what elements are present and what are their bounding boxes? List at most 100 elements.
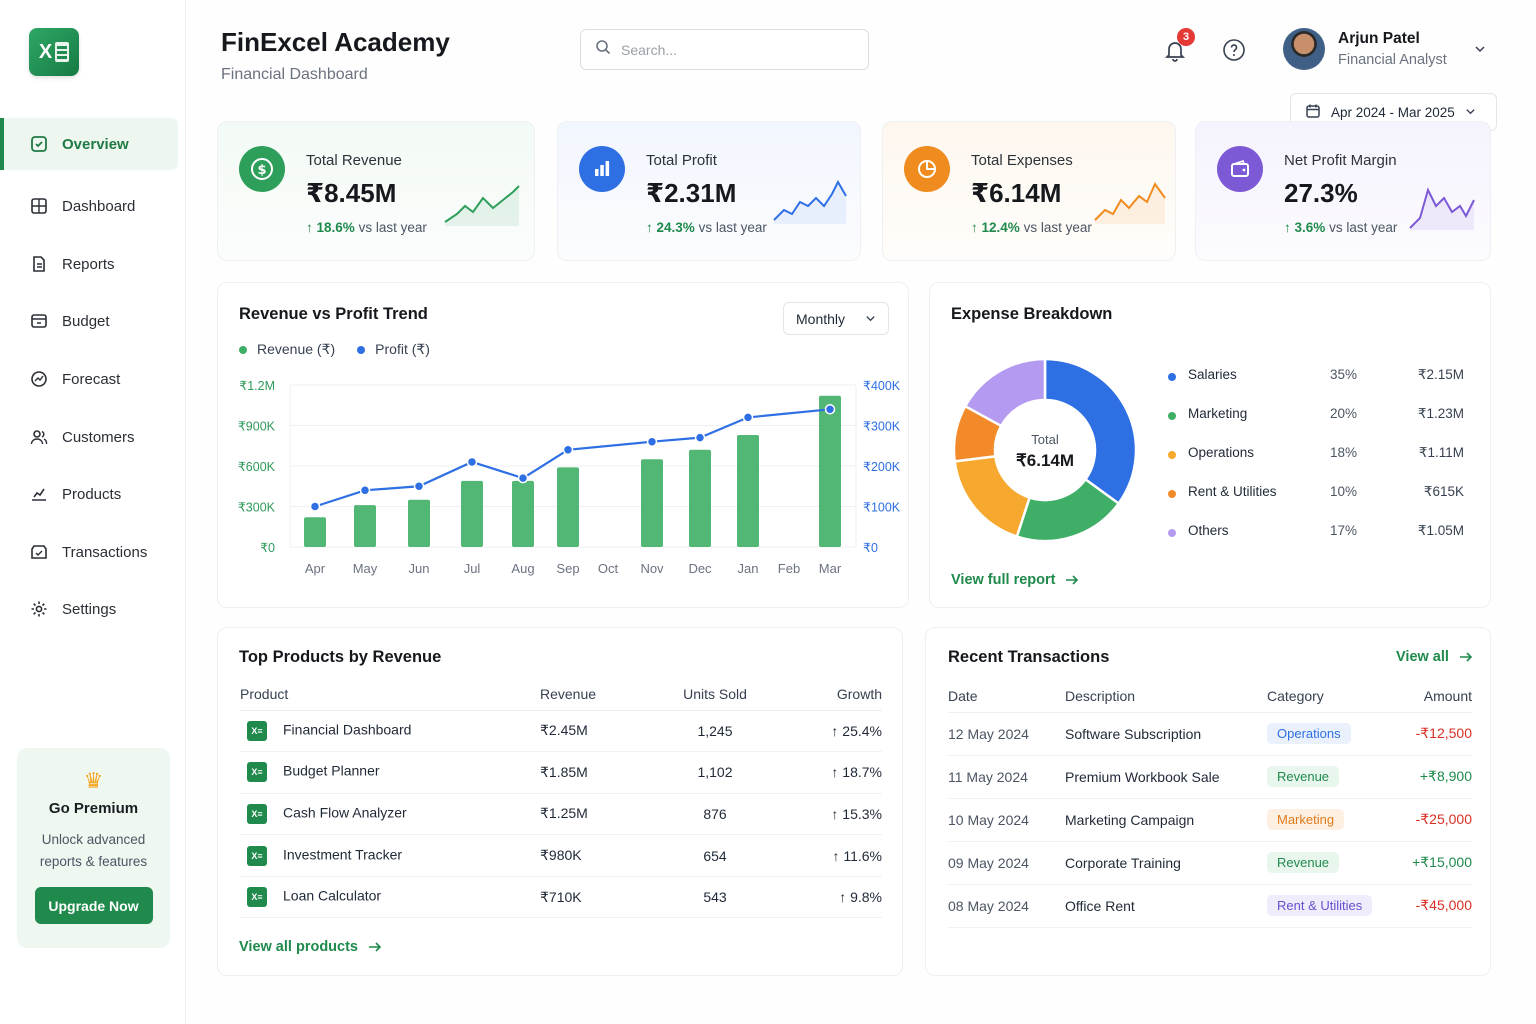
- sidebar-item-transactions[interactable]: Transactions: [0, 526, 178, 578]
- revenue-bar[interactable]: [461, 480, 483, 547]
- sidebar-item-label: Dashboard: [62, 197, 136, 215]
- upgrade-now-button[interactable]: Upgrade Now: [34, 887, 153, 924]
- chevron-down-icon[interactable]: [1474, 42, 1486, 60]
- legend-item[interactable]: Operations 18% ₹1.11M: [1168, 445, 1468, 465]
- top-products-panel: Top Products by Revenue Product Revenue …: [217, 627, 903, 976]
- kpi-card-total-revenue[interactable]: $ Total Revenue ₹8.45M ↑ 18.6% vs last y…: [217, 121, 535, 261]
- table-row[interactable]: 08 May 2024 Office Rent Rent & Utilities -₹…: [948, 884, 1472, 928]
- arrow-right-icon: [1459, 652, 1473, 662]
- chart-legend: Revenue (₹) Profit (₹): [239, 341, 430, 358]
- table-row[interactable]: X≡ Financial Dashboard ₹2.45M 1,245 ↑ 25.4%: [240, 710, 882, 753]
- period-select[interactable]: Monthly: [783, 302, 889, 335]
- category-chip[interactable]: Revenue: [1267, 766, 1340, 787]
- legend-name: Marketing: [1188, 406, 1248, 421]
- kpi-card-net-profit-margin[interactable]: Net Profit Margin 27.3% ↑ 3.6% vs last y…: [1195, 121, 1491, 261]
- category-chip[interactable]: Operations: [1267, 723, 1351, 744]
- legend-item[interactable]: Others 17% ₹1.05M: [1168, 523, 1468, 543]
- table-row[interactable]: 11 May 2024 Premium Workbook Sale Revenue +…: [948, 755, 1472, 799]
- table-row[interactable]: X≡ Investment Tracker ₹980K 654 ↑ 11.6%: [240, 834, 882, 877]
- sidebar-item-overview[interactable]: Overview: [0, 118, 178, 170]
- kpi-card-total-expenses[interactable]: Total Expenses ₹6.14M ↑ 12.4% vs last ye…: [882, 121, 1176, 261]
- wallet-icon: [1217, 146, 1263, 192]
- column-header[interactable]: Category: [1267, 680, 1387, 713]
- transaction-date: 10 May 2024: [948, 798, 1065, 842]
- profit-point[interactable]: [646, 436, 658, 447]
- column-header[interactable]: Date: [948, 680, 1065, 713]
- legend-dot: [1168, 490, 1176, 498]
- revenue-bar[interactable]: [819, 395, 841, 547]
- revenue-bar[interactable]: [512, 480, 534, 547]
- kpi-label: Total Profit: [646, 152, 717, 169]
- sidebar-item-reports[interactable]: Reports: [0, 238, 178, 290]
- sidebar-item-products[interactable]: Products: [0, 468, 178, 520]
- category-chip[interactable]: Marketing: [1267, 809, 1345, 830]
- y-axis-left-tick: ₹600K: [238, 460, 276, 474]
- profit-point[interactable]: [466, 456, 478, 468]
- donut-slice[interactable]: [1043, 357, 1138, 506]
- column-header[interactable]: Units Sold: [660, 678, 770, 711]
- category-chip[interactable]: Revenue: [1267, 852, 1340, 873]
- profit-point[interactable]: [562, 444, 574, 456]
- sidebar-item-forecast[interactable]: Forecast: [0, 353, 178, 405]
- search-box[interactable]: [580, 29, 869, 70]
- table-row[interactable]: X≡ Loan Calculator ₹710K 543 ↑ 9.8%: [240, 876, 882, 919]
- revenue-bar[interactable]: [408, 499, 430, 547]
- profit-point[interactable]: [359, 485, 371, 496]
- revenue-bar[interactable]: [689, 449, 711, 547]
- profit-point[interactable]: [694, 432, 706, 443]
- revenue-bar[interactable]: [737, 434, 759, 547]
- revenue-bar[interactable]: [557, 467, 579, 547]
- sidebar-item-dashboard[interactable]: Dashboard: [0, 180, 178, 232]
- y-axis-right-tick: ₹200K: [863, 460, 901, 474]
- legend-item[interactable]: Marketing 20% ₹1.23M: [1168, 406, 1468, 426]
- view-all-transactions-link[interactable]: View all: [1396, 649, 1473, 665]
- premium-card: ♛ Go Premium Unlock advanced reports & f…: [17, 748, 170, 948]
- premium-description: Unlock advanced reports & features: [39, 832, 148, 869]
- column-header[interactable]: Revenue: [540, 678, 660, 711]
- user-name[interactable]: Arjun Patel: [1338, 30, 1420, 47]
- column-header[interactable]: Description: [1065, 680, 1267, 713]
- product-revenue-cell: ₹1.25M: [540, 793, 660, 836]
- view-all-products-link[interactable]: View all products: [239, 939, 382, 955]
- column-header[interactable]: Product: [240, 678, 540, 711]
- legend-item[interactable]: Salaries 35% ₹2.15M: [1168, 367, 1468, 387]
- category-chip[interactable]: Rent & Utilities: [1267, 895, 1373, 916]
- search-icon: [595, 39, 611, 60]
- legend-revenue: Revenue (₹): [257, 341, 336, 357]
- view-full-report-link[interactable]: View full report: [951, 572, 1079, 588]
- profit-point[interactable]: [517, 472, 529, 484]
- legend-percent: 10%: [1330, 484, 1358, 499]
- revenue-bar[interactable]: [354, 505, 376, 547]
- table-row[interactable]: X≡ Budget Planner ₹1.85M 1,102 ↑ 18.7%: [240, 751, 882, 794]
- profit-point[interactable]: [413, 481, 425, 492]
- notifications-bell-icon[interactable]: [1163, 38, 1187, 62]
- sidebar-item-settings[interactable]: Settings: [0, 583, 178, 635]
- table-row[interactable]: X≡ Cash Flow Analyzer ₹1.25M 876 ↑ 15.3%: [240, 793, 882, 836]
- help-icon[interactable]: [1222, 38, 1246, 62]
- product-revenue-cell: ₹980K: [540, 834, 660, 877]
- table-row[interactable]: 12 May 2024 Software Subscription Operatio…: [948, 712, 1472, 756]
- sidebar-item-budget[interactable]: Budget: [0, 295, 178, 347]
- transaction-description: Software Subscription: [1065, 712, 1267, 756]
- product-growth-cell: ↑ 9.8%: [770, 876, 882, 919]
- kpi-card-total-profit[interactable]: Total Profit ₹2.31M ↑ 24.3% vs last year: [557, 121, 861, 261]
- sidebar-item-customers[interactable]: Customers: [0, 411, 178, 463]
- app-logo[interactable]: X: [29, 28, 79, 76]
- column-header[interactable]: Amount: [1387, 680, 1472, 713]
- kpi-value: ₹6.14M: [971, 178, 1062, 208]
- revenue-bar[interactable]: [641, 459, 663, 547]
- profit-point[interactable]: [742, 412, 754, 423]
- table-row[interactable]: 09 May 2024 Corporate Training Revenue +₹15…: [948, 841, 1472, 885]
- x-axis-tick: Mar: [819, 561, 842, 576]
- product-units-cell: 1,245: [660, 710, 770, 753]
- search-input[interactable]: [621, 41, 851, 58]
- legend-profit: Profit (₹): [375, 341, 430, 357]
- table-row[interactable]: 10 May 2024 Marketing Campaign Marketing -₹…: [948, 798, 1472, 842]
- profit-point[interactable]: [824, 404, 836, 415]
- revenue-bar[interactable]: [304, 517, 326, 547]
- column-header[interactable]: Growth: [770, 678, 882, 711]
- avatar[interactable]: [1283, 28, 1325, 70]
- legend-item[interactable]: Rent & Utilities 10% ₹615K: [1168, 484, 1468, 504]
- donut-slice[interactable]: [963, 357, 1047, 428]
- profit-point[interactable]: [309, 501, 321, 512]
